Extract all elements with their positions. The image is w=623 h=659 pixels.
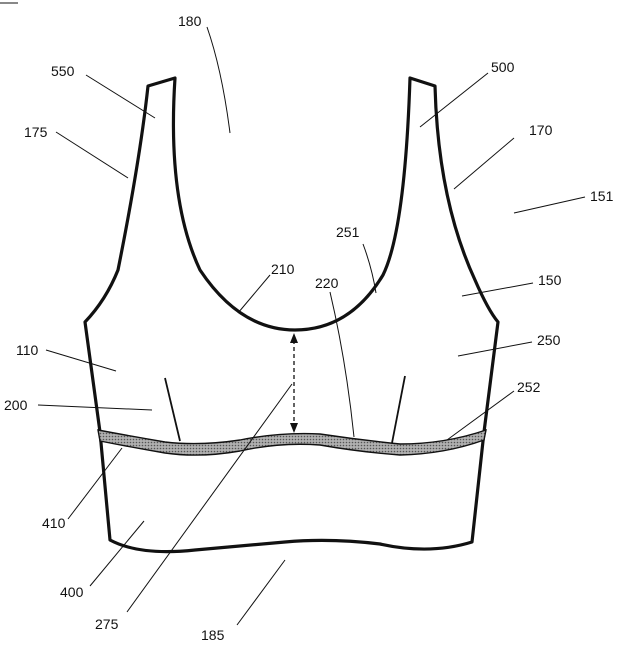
leader-210 bbox=[238, 275, 270, 313]
label-410: 410 bbox=[42, 515, 66, 531]
leader-185 bbox=[237, 560, 285, 625]
leader-150 bbox=[462, 283, 533, 296]
label-180: 180 bbox=[178, 13, 202, 29]
leader-151 bbox=[514, 197, 585, 213]
leader-275 bbox=[127, 384, 292, 612]
label-170: 170 bbox=[529, 122, 553, 138]
label-175: 175 bbox=[24, 124, 48, 140]
label-200: 200 bbox=[4, 397, 28, 413]
leader-410 bbox=[68, 448, 122, 519]
elastic-band bbox=[98, 430, 486, 455]
label-210: 210 bbox=[271, 261, 295, 277]
leader-170 bbox=[454, 138, 514, 189]
label-500: 500 bbox=[491, 59, 515, 75]
label-400: 400 bbox=[60, 584, 84, 600]
garment-upper-outline bbox=[85, 78, 498, 432]
measurement-arrow-bottom bbox=[290, 423, 298, 433]
left-dart bbox=[165, 378, 180, 441]
label-220: 220 bbox=[315, 275, 339, 291]
measurement-arrow-top bbox=[290, 333, 298, 343]
label-150: 150 bbox=[538, 272, 562, 288]
label-275: 275 bbox=[95, 616, 119, 632]
label-550: 550 bbox=[51, 63, 75, 79]
label-151: 151 bbox=[590, 188, 614, 204]
leader-500 bbox=[420, 73, 488, 127]
leader-lines bbox=[38, 27, 585, 625]
leader-175 bbox=[56, 132, 128, 178]
label-185: 185 bbox=[201, 627, 225, 643]
leader-550 bbox=[86, 75, 155, 118]
leader-251 bbox=[363, 244, 376, 293]
leader-180 bbox=[207, 27, 230, 133]
leader-110 bbox=[46, 350, 116, 371]
label-252: 252 bbox=[517, 379, 541, 395]
label-250: 250 bbox=[537, 332, 561, 348]
label-110: 110 bbox=[16, 342, 39, 358]
label-251: 251 bbox=[336, 224, 360, 240]
leader-400 bbox=[90, 521, 144, 586]
right-dart bbox=[392, 376, 405, 443]
